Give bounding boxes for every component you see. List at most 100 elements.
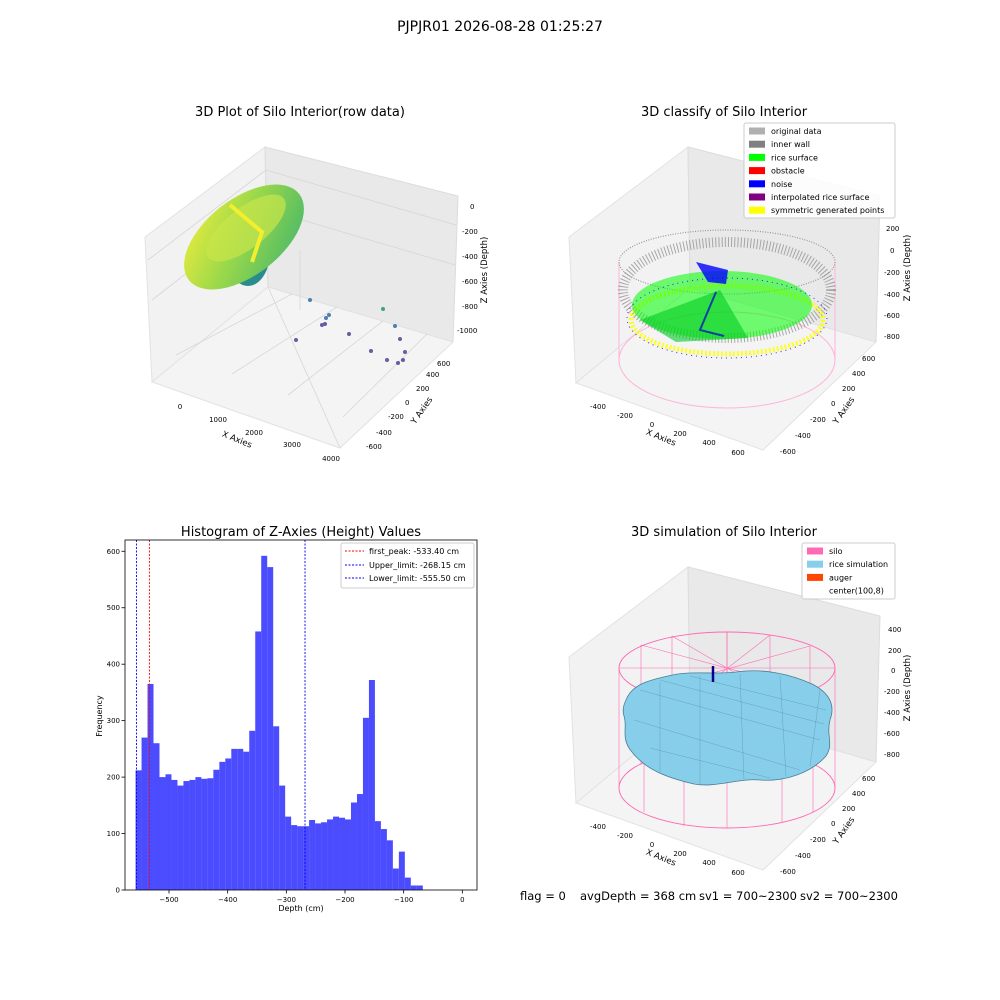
raw-point [324,316,328,320]
classify-legend-swatch [749,153,765,161]
simulation-panel: 3D simulation of Silo Interior silo rice … [568,525,913,877]
histogram-bar [195,777,202,890]
x-tick-label: 0 [460,896,464,904]
classify-legend: original data inner wall rice surface obsta… [743,122,896,219]
simulation-legend-swatch [807,587,823,595]
simulation-legend-label: center(100,8) [829,587,884,596]
x-tick-label: −500 [159,896,178,904]
raw-y-tick: 400 [426,371,439,379]
histogram-bar [249,730,256,890]
raw-z-ticks: 0 -200 -400 -600 -800 -1000 [457,203,478,335]
simulation-z-tick: -600 [884,730,900,738]
simulation-y-tick: 600 [862,775,875,783]
raw-z-tick: -200 [462,228,478,236]
histogram-bar [315,823,322,890]
sv1-text: sv1 = 700~2300 [699,889,797,903]
raw-z-tick: -800 [462,303,478,311]
histogram-bar [339,817,345,890]
histogram-bar [171,779,178,890]
raw-x-tick: 1000 [209,416,227,424]
simulation-legend-swatch [807,547,823,555]
raw-x-tick: 4000 [322,455,340,463]
raw-z-tick: -400 [462,253,478,261]
simulation-legend-swatch [807,560,823,568]
classify-x-tick: 0 [650,421,654,429]
classify-z-ticks: 200 0 -200 -400 -600 -800 [884,225,900,341]
raw-z-tick: -600 [462,278,478,286]
simulation-x-ticks: -400 -200 0 200 400 600 [590,823,745,877]
simulation-z-tick: 200 [888,647,901,655]
classify-y-tick: 0 [831,400,835,408]
classify-legend-swatch [749,167,765,175]
histogram-bar [410,885,417,890]
flag-text: flag = 0 [520,889,566,903]
histogram-bar [153,743,160,890]
classify-z-tick: -800 [884,333,900,341]
raw-y-tick: 200 [416,385,429,393]
simulation-y-tick: 400 [852,790,865,798]
histogram-y-ticks: 0 100 200 300 400 500 600 [107,548,125,895]
raw-y-tick: -600 [366,443,382,451]
histogram-bar [392,868,399,890]
classify-z-tick: -600 [884,312,900,320]
simulation-x-tick: 0 [650,841,654,849]
simulation-legend: silo rice simulation auger center(100,8) [801,542,896,600]
simulation-legend-label: rice simulation [829,560,888,569]
raw-x-tick: 3000 [283,441,301,449]
raw-point [323,322,327,326]
histogram-bar [177,785,184,890]
x-tick-label: −300 [277,896,296,904]
histogram-bar [243,751,250,890]
raw-z-tick: -1000 [457,327,477,335]
histogram-legend-box [340,542,475,589]
classify-noise-ring [626,277,828,359]
y-tick-label: 600 [107,548,120,556]
simulation-legend-box [801,542,896,600]
classify-rice-fan [640,290,748,342]
histogram-bar [159,777,166,890]
sv2-text: sv2 = 700~2300 [800,889,898,903]
raw-rice-blob-inner [206,194,286,262]
histogram-bar [345,819,351,890]
x-tick-label: −400 [218,896,237,904]
raw-y-ticks: -600 -400 -200 0 200 400 600 [366,360,450,451]
histogram-bar [237,748,244,890]
histogram-bar [404,877,411,890]
classify-x-tick: 200 [673,430,686,438]
histogram-bar [141,737,148,890]
legend-first-peak-label: first_peak: -533.40 cm [369,547,459,556]
histogram-plot-frame [124,539,478,891]
classify-x-tick: 600 [731,449,744,457]
simulation-z-tick: -800 [884,751,900,759]
raw-y-tick: 600 [437,360,450,368]
classify-z-tick: 200 [886,225,899,233]
histogram-bar [255,631,262,890]
classify-y-ticks: -600 -400 -200 0 200 400 600 [780,355,875,456]
simulation-x-tick: 400 [702,859,715,867]
raw-x-ticks: 0 1000 2000 3000 4000 [178,403,340,463]
classify-legend-swatch [749,206,765,214]
classify-y-tick: -400 [795,432,811,440]
raw-point [403,350,407,354]
histogram-title: Histogram of Z-Axies (Height) Values [181,525,421,540]
histogram-panel: Histogram of Z-Axies (Height) Values −50… [95,525,478,913]
raw-y-tick: -200 [388,413,404,421]
avg-depth-text: avgDepth = 368 cm [580,889,696,903]
classify-y-tick: -600 [780,448,796,456]
simulation-x-tick: -400 [590,823,606,831]
raw-point [401,358,405,362]
classify-wall-points [618,237,836,343]
histogram-bar [297,826,304,890]
simulation-y-tick: 200 [842,805,855,813]
simulation-y-tick: 0 [831,820,835,828]
simulation-rice-surface [622,670,833,786]
raw-pane-floor [150,286,454,449]
histogram-bar [386,840,393,890]
histogram-bar [201,778,208,890]
histogram-bar [291,825,298,890]
simulation-x-tick: 200 [673,850,686,858]
legend-upper-limit-label: Upper_limit: -268.15 cm [369,561,466,570]
simulation-z-tick: 0 [891,667,895,675]
simulation-legend-swatch [807,573,823,581]
histogram-bar [374,821,381,890]
